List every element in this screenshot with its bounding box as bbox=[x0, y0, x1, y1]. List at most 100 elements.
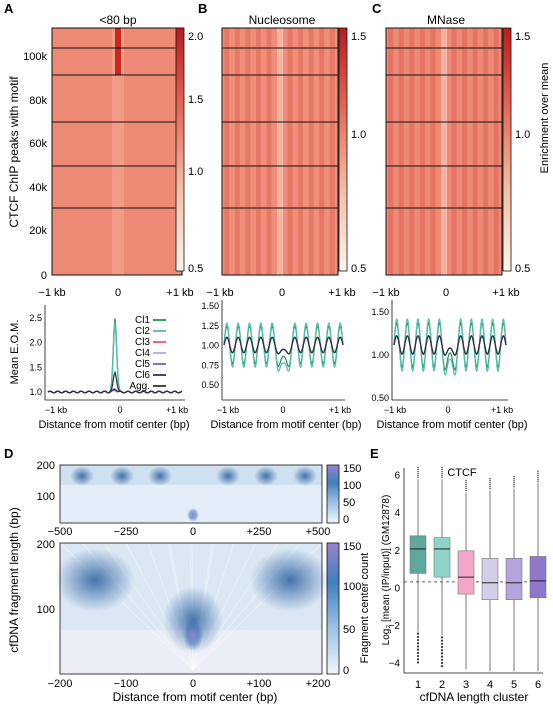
box-outlier bbox=[441, 468, 443, 471]
box-outlier bbox=[440, 649, 444, 652]
heatmap-a-ytick: 80k bbox=[29, 95, 47, 107]
box-outlier bbox=[440, 645, 444, 649]
box-5 bbox=[505, 558, 523, 600]
box-outlier bbox=[489, 487, 491, 490]
box-outlier bbox=[513, 483, 515, 486]
box-outlier bbox=[513, 477, 515, 480]
box-2 bbox=[433, 537, 451, 578]
density-bottom-xtick: +100 bbox=[247, 678, 272, 690]
box-outlier bbox=[440, 639, 444, 642]
series-line-agg bbox=[47, 370, 183, 394]
panel-letter-a: A bbox=[4, 1, 14, 16]
heatmap-stripe bbox=[483, 28, 489, 275]
boxplot-ytick: 4 bbox=[394, 508, 400, 519]
heatmap-stripe bbox=[287, 28, 293, 275]
density-top-xtick: 0 bbox=[190, 526, 196, 538]
heatmap-a-ytick: 20k bbox=[29, 225, 47, 237]
boxplot-e: CTCF Log₂ [mean (IP/input)] (GM12878) 6 4… bbox=[381, 466, 547, 704]
panel-letter-e: E bbox=[370, 446, 379, 461]
colorbar-d-top-tick: 50 bbox=[343, 497, 355, 509]
box-outlier bbox=[513, 479, 515, 482]
series-line-agg bbox=[223, 336, 344, 355]
colorbar-a-tick: 0.5 bbox=[188, 263, 203, 275]
profile-ytick: 1.25 bbox=[201, 321, 219, 331]
heatmap-stripe bbox=[234, 28, 240, 275]
heatmap-a-xtick: −1 kb bbox=[38, 287, 65, 299]
colorbar-b-tick: 1.0 bbox=[351, 129, 366, 141]
profile-b-xtick: −1 kb bbox=[217, 405, 239, 415]
box-outlier bbox=[489, 477, 491, 480]
box-outlier bbox=[416, 654, 420, 658]
box-4 bbox=[481, 558, 499, 600]
heatmap-c-axes: −1 kb 0 +1 kb bbox=[372, 287, 519, 299]
density-top-xtick: −250 bbox=[114, 526, 139, 538]
density-bottom-xtick: −200 bbox=[48, 678, 73, 690]
box-outlier bbox=[440, 642, 444, 645]
heatmap-c-colorbar: 1.5 1.0 0.5 Enrichment over mean bbox=[502, 27, 551, 275]
box-outlier bbox=[440, 658, 444, 661]
profile-c-xtick: 0 bbox=[445, 405, 450, 415]
density-top-ytick: 100 bbox=[37, 491, 55, 503]
heatmap-stripe bbox=[430, 28, 436, 275]
boxplot-ytick: 2 bbox=[394, 546, 400, 557]
box-outlier bbox=[416, 645, 420, 648]
heatmap-c-xtick: +1 kb bbox=[492, 287, 519, 299]
profile-ytick: 0.50 bbox=[201, 380, 219, 390]
density-blob bbox=[293, 466, 317, 486]
heatmap-a-ytick: 60k bbox=[29, 138, 47, 150]
profile-a-ylabel: Mean E.O.M. bbox=[9, 320, 21, 385]
profile-a-xtick: +1 kb bbox=[166, 405, 188, 415]
profile-ytick: 0.75 bbox=[201, 360, 219, 370]
heatmap-stripe bbox=[398, 28, 404, 275]
density-top-axes: 200 100 −500 −250 0 +250 +500 bbox=[37, 460, 331, 538]
profile-ytick: 2.0 bbox=[29, 338, 42, 348]
profile-c-xlabel: Distance from motif center (bp) bbox=[377, 419, 528, 431]
profile-a-xlabel: Distance from motif center (bp) bbox=[39, 419, 190, 431]
profile-ytick: 1.00 bbox=[371, 350, 389, 360]
density-bottom bbox=[55, 542, 330, 675]
heatmap-b bbox=[221, 27, 339, 276]
density-bottom-xtick: 0 bbox=[190, 678, 196, 690]
profile-c-xtick: +1 kb bbox=[491, 405, 513, 415]
heatmap-a-ytick: 100k bbox=[23, 51, 47, 63]
boxplot-xtick: 5 bbox=[511, 679, 517, 691]
colorbar-d-bottom-tick: 150 bbox=[343, 541, 361, 553]
density-bottom-axes: cfDNA fragment length (bp) 200 100 −200 … bbox=[7, 507, 330, 704]
box-outlier bbox=[441, 476, 443, 479]
heatmap-stripe bbox=[245, 28, 251, 275]
heatmap-b-axes: −1 kb 0 +1 kb bbox=[206, 287, 355, 299]
box-outlier bbox=[417, 474, 419, 477]
colorbar-d-top-tick: 150 bbox=[343, 463, 361, 475]
heatmap-stripe bbox=[493, 28, 499, 275]
heatmap-stripe bbox=[451, 28, 457, 275]
colorbar-d-bottom-tick: 50 bbox=[343, 624, 355, 636]
heatmap-a-colorbar: 2.0 1.5 1.0 0.5 bbox=[175, 27, 203, 275]
heatmap-b-colorbar: 1.5 1.0 0.5 bbox=[338, 27, 366, 275]
legend-label: Cl5 bbox=[135, 359, 150, 370]
panel-letter-b: B bbox=[198, 1, 207, 16]
profile-ytick: 1.0 bbox=[29, 387, 42, 397]
profile-ytick: 1.00 bbox=[201, 341, 219, 351]
colorbar-d-top-tick: 0 bbox=[343, 514, 349, 526]
box-outlier bbox=[441, 470, 443, 473]
heatmap-a-xtick: 0 bbox=[115, 287, 121, 299]
heatmap-c-xtick: −1 kb bbox=[372, 287, 399, 299]
box-outlier bbox=[416, 642, 420, 645]
colorbar-c-tick: 0.5 bbox=[515, 263, 530, 275]
box-outlier bbox=[417, 470, 419, 473]
box-outlier bbox=[489, 479, 491, 482]
box-outlier bbox=[537, 472, 539, 474]
box-outlier bbox=[465, 483, 467, 486]
series-line-cl1 bbox=[223, 325, 344, 368]
heatmap-stripe bbox=[329, 28, 335, 275]
box-outlier bbox=[440, 655, 444, 658]
density-bottom-xtick: −100 bbox=[114, 678, 139, 690]
heatmap-c-title: MNase bbox=[427, 13, 465, 27]
heatmap-a-ylabel: CTCF ChIP peaks with motif bbox=[7, 76, 21, 228]
heatmap-stripe bbox=[409, 28, 415, 275]
heatmap-a-xtick: +1 kb bbox=[166, 287, 193, 299]
box-outlier bbox=[537, 476, 539, 478]
density-top-ytick: 200 bbox=[37, 460, 55, 472]
profile-b-xlabel: Distance from motif center (bp) bbox=[211, 419, 362, 431]
heatmap-a-ytick: 40k bbox=[29, 182, 47, 194]
